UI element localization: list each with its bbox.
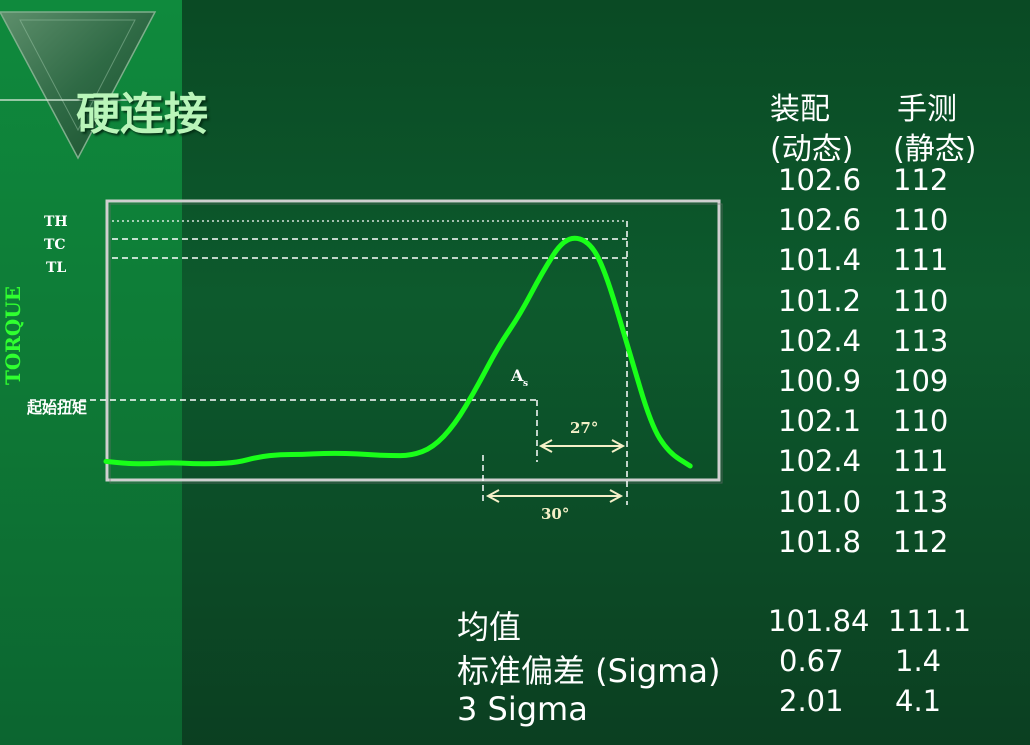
stat-label-sigma: 标准偏差 (Sigma) [457, 652, 721, 690]
header-dynamic-line1: 装配 [770, 92, 830, 127]
table-cell-static: 112 [893, 163, 949, 197]
point-label-subscript: s [523, 379, 528, 389]
th-label: TH [44, 214, 68, 230]
table-cell-dynamic: 101.2 [778, 283, 862, 318]
stat-label-3sigma: 3 Sigma [457, 690, 588, 728]
threshold-label: 起始扭矩 [26, 399, 87, 417]
table-cell-static: 109 [893, 364, 949, 398]
table-cell-dynamic: 102.6 [778, 203, 862, 238]
table-cell-dynamic: 102.4 [778, 323, 862, 358]
stat-3sigma-static: 4.1 [895, 684, 942, 718]
table-cell-dynamic: 101.0 [778, 484, 862, 519]
table-cell-static: 113 [893, 484, 949, 519]
table-cell-static: 110 [893, 283, 949, 318]
corner-triangle-decoration [0, 11, 157, 160]
stat-3sigma-dynamic: 2.01 [779, 684, 844, 718]
angle-outer-label: 30° [541, 505, 569, 523]
tc-label: TC [44, 237, 66, 253]
angle-arrow-inner [538, 439, 626, 453]
table-cell-dynamic: 102.1 [778, 404, 862, 439]
header-dynamic-line2: (动态) [770, 132, 854, 167]
table-cell-static: 110 [893, 203, 949, 238]
stat-mean-static: 111.1 [888, 604, 972, 638]
header-static-line1: 手测 [897, 92, 957, 127]
slide-title: 硬连接 [76, 89, 208, 140]
table-cell-dynamic: 101.4 [778, 243, 862, 278]
table-cell-dynamic: 101.8 [778, 524, 862, 559]
stat-label-mean: 均值 [457, 608, 522, 646]
table-cell-dynamic: 100.9 [778, 364, 862, 398]
stat-mean-dynamic: 101.84 [768, 604, 870, 638]
chart-frame-shadow [109, 203, 723, 484]
torque-curve [103, 235, 693, 469]
stat-sigma-dynamic: 0.67 [779, 644, 844, 678]
angle-arrow-outer [485, 489, 624, 503]
header-static-line2: (静态) [893, 132, 977, 167]
table-cell-dynamic: 102.4 [778, 444, 862, 479]
angle-inner-label: 27° [570, 419, 598, 437]
table-cell-dynamic: 102.6 [778, 163, 862, 197]
table-cell-static: 111 [893, 444, 949, 479]
torque-axis-label: TORQUE [1, 286, 25, 385]
table-cell-static: 112 [893, 524, 949, 559]
chart-frame [105, 199, 721, 482]
stat-sigma-static: 1.4 [895, 644, 942, 678]
table-cell-static: 113 [893, 323, 949, 358]
table-cell-static: 110 [893, 404, 949, 439]
point-label: A [510, 366, 524, 385]
table-cell-static: 111 [893, 243, 949, 278]
tl-label: TL [46, 260, 66, 276]
